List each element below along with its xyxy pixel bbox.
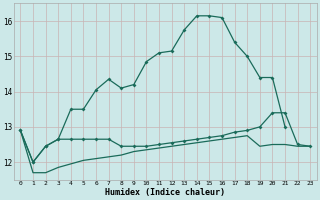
X-axis label: Humidex (Indice chaleur): Humidex (Indice chaleur) (105, 188, 225, 197)
